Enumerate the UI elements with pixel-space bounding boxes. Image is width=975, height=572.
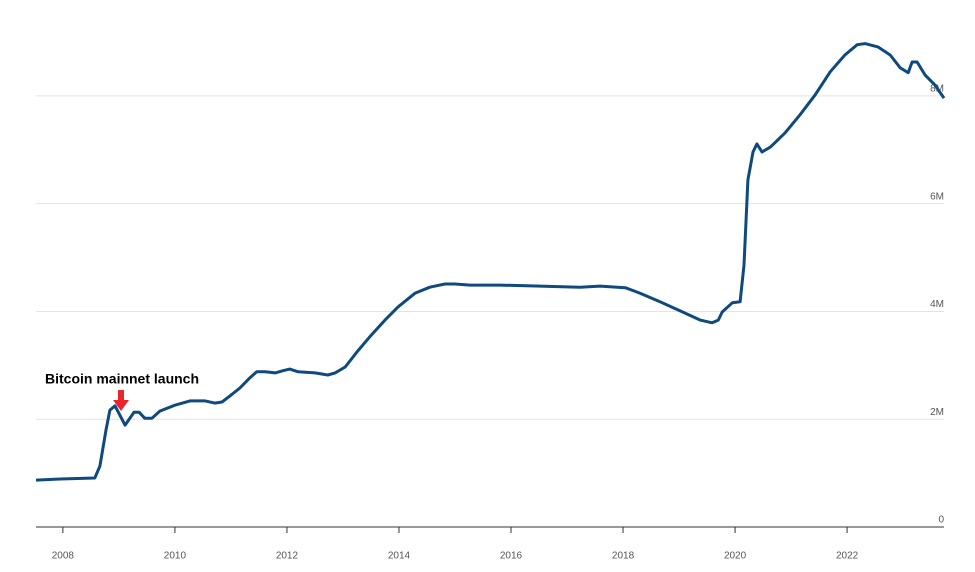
x-tick-label: 2012 xyxy=(276,551,299,562)
annotation-arrow xyxy=(113,390,129,411)
x-tick-label: 2010 xyxy=(164,551,187,562)
x-tick-label: 2016 xyxy=(500,551,523,562)
x-tick-label: 2008 xyxy=(52,551,75,562)
annotation: Bitcoin mainnet launch xyxy=(45,371,199,387)
y-tick-label: 6M xyxy=(930,191,944,202)
data-line xyxy=(35,42,946,482)
y-tick-label: 0 xyxy=(938,515,944,526)
x-tick-label: 2018 xyxy=(612,551,635,562)
x-tick-label: 2020 xyxy=(724,551,747,562)
y-tick-label: 2M xyxy=(930,407,944,418)
y-tick-label: 4M xyxy=(930,299,944,310)
grid-layer xyxy=(36,95,944,420)
x-tick-label: 2014 xyxy=(388,551,411,562)
x-tick-label: 2022 xyxy=(836,551,859,562)
